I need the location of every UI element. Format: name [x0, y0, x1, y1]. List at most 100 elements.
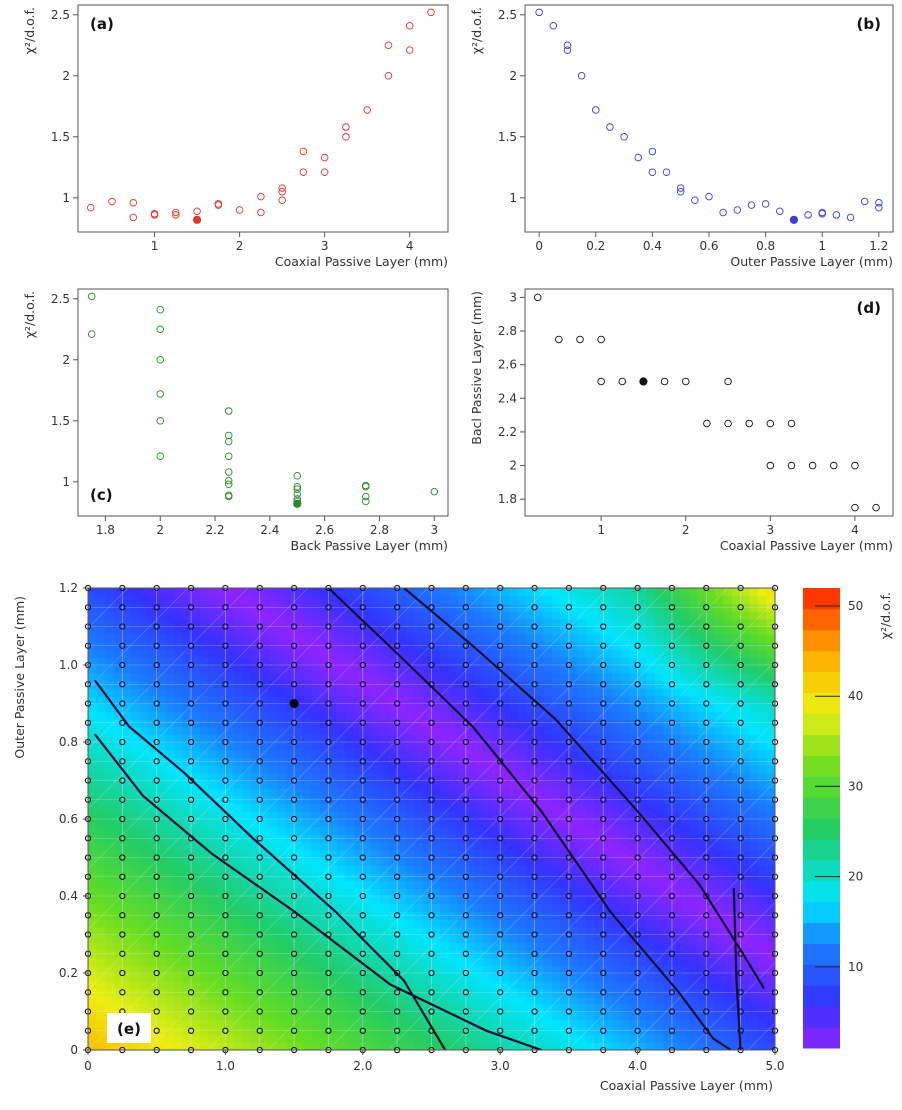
heatmap-cell: [749, 595, 759, 604]
heatmap-cell: [474, 965, 484, 974]
heatmap-cell: [594, 911, 604, 920]
heatmap-cell: [208, 957, 218, 966]
heatmap-cell: [165, 826, 175, 835]
heatmap-cell: [465, 588, 476, 597]
heatmap-cell: [113, 711, 123, 720]
heatmap-cell: [251, 718, 261, 728]
heatmap-cell: [629, 665, 639, 674]
heatmap-cell: [697, 896, 707, 905]
heatmap-cell: [689, 957, 699, 966]
heatmap-cell: [276, 926, 287, 936]
heatmap-cell: [345, 718, 355, 728]
heatmap-cell: [757, 749, 768, 758]
heatmap-cell: [105, 842, 115, 851]
heatmap-cell: [199, 1011, 209, 1020]
heatmap-cell: [534, 903, 544, 912]
heatmap-cell: [319, 811, 330, 820]
heatmap-cell: [311, 819, 321, 828]
heatmap-cell: [233, 695, 244, 705]
heatmap-cell: [345, 672, 355, 681]
heatmap-cell: [500, 695, 510, 705]
heatmap-cell: [233, 626, 244, 635]
heatmap-cell: [88, 911, 98, 920]
heatmap-cell: [543, 634, 553, 643]
heatmap-cell: [276, 965, 287, 974]
heatmap-cell: [508, 595, 518, 604]
heatmap-cell: [208, 965, 218, 974]
heatmap-cell: [457, 996, 467, 1005]
heatmap-cell: [422, 1034, 433, 1043]
heatmap-cell: [594, 965, 604, 974]
heatmap-cell: [706, 1026, 716, 1036]
heatmap-cell: [749, 641, 759, 651]
heatmap-cell: [191, 811, 201, 820]
heatmap-cell: [165, 742, 175, 751]
heatmap-cell: [148, 672, 158, 681]
heatmap-cell: [577, 926, 587, 936]
heatmap-cell: [173, 795, 184, 805]
heatmap-cell: [525, 672, 536, 681]
heatmap-cell: [105, 973, 115, 982]
heatmap-cell: [285, 834, 295, 843]
heatmap-cell: [757, 603, 768, 612]
heatmap-cell: [165, 1019, 175, 1028]
heatmap-cell: [397, 834, 407, 843]
heatmap-cell: [422, 980, 433, 989]
heatmap-cell: [362, 780, 372, 789]
heatmap-cell: [483, 965, 493, 974]
heatmap-cell: [465, 826, 476, 835]
heatmap-cell: [680, 957, 690, 966]
heatmap-cell: [431, 634, 441, 643]
heatmap-cell: [216, 665, 226, 674]
heatmap-cell: [637, 834, 647, 843]
heatmap-cell: [208, 803, 218, 812]
heatmap-cell: [671, 734, 682, 743]
heatmap-cell: [551, 688, 561, 697]
heatmap-cell: [199, 626, 209, 635]
heatmap-cell: [663, 826, 673, 835]
heatmap-cell: [268, 834, 278, 843]
heatmap-cell: [259, 1019, 269, 1028]
heatmap-cell: [414, 665, 424, 674]
heatmap-cell: [671, 957, 682, 966]
heatmap-cell: [165, 795, 175, 805]
heatmap-cell: [405, 1003, 415, 1013]
heatmap-cell: [251, 896, 261, 905]
heatmap-cell: [319, 1003, 330, 1013]
heatmap-cell: [757, 688, 768, 697]
heatmap-cell: [440, 1026, 450, 1036]
heatmap-cell: [173, 911, 184, 920]
heatmap-cell: [671, 872, 682, 882]
heatmap-cell: [414, 649, 424, 658]
heatmap-cell: [191, 626, 201, 635]
heatmap-cell: [671, 857, 682, 866]
heatmap-cell: [88, 811, 98, 820]
heatmap-cell: [440, 973, 450, 982]
heatmap-cell: [208, 711, 218, 720]
heatmap-cell: [199, 657, 209, 666]
heatmap-cell: [139, 934, 149, 943]
heatmap-cell: [749, 934, 759, 943]
heatmap-cell: [431, 672, 441, 681]
heatmap-cell: [268, 711, 278, 720]
heatmap-cell: [225, 634, 235, 643]
heatmap-cell: [182, 641, 192, 651]
heatmap-cell: [276, 649, 287, 658]
heatmap-cell: [354, 965, 364, 974]
heatmap-cell: [663, 718, 673, 728]
heatmap-cell: [723, 834, 733, 843]
heatmap-cell: [706, 711, 716, 720]
heatmap-cell: [302, 896, 312, 905]
heatmap-cell: [354, 788, 364, 797]
heatmap-cell: [259, 988, 269, 997]
heatmap-cell: [577, 742, 587, 751]
heatmap-cell: [379, 788, 390, 797]
heatmap-cell: [697, 634, 707, 643]
heatmap-cell: [165, 973, 175, 982]
heatmap-cell: [422, 826, 433, 835]
heatmap-cell: [500, 641, 510, 651]
heatmap-cell: [88, 896, 98, 905]
heatmap-cell: [276, 934, 287, 943]
heatmap-cell: [629, 734, 639, 743]
heatmap-cell: [319, 849, 330, 859]
